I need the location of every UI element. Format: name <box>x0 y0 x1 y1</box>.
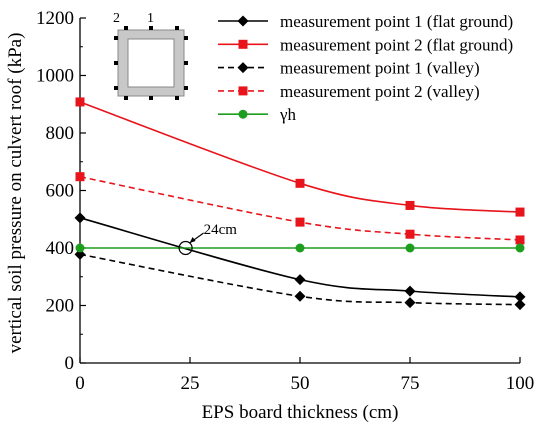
annotations: 24cm <box>178 222 238 256</box>
legend-marker-3 <box>238 86 248 96</box>
series-markers <box>74 97 526 311</box>
y-tick-label: 400 <box>46 238 75 259</box>
x-tick-label: 100 <box>506 373 535 394</box>
y-tick-label: 1000 <box>36 66 74 87</box>
legend-label-4: γh <box>279 105 297 124</box>
annotation-label: 24cm <box>204 222 238 238</box>
data-point-series-0 <box>294 274 306 286</box>
data-point-series-4 <box>295 243 305 253</box>
x-tick-label: 25 <box>181 373 200 394</box>
x-tick-label: 75 <box>401 373 420 394</box>
series-line-3 <box>79 175 521 241</box>
data-point-series-2 <box>404 297 416 309</box>
data-point-series-4 <box>75 243 85 253</box>
legend-marker-2 <box>237 62 249 74</box>
data-point-series-0 <box>404 285 416 297</box>
culvert-inset-diagram: 2 1 <box>113 11 188 100</box>
annotation-open-circle <box>178 240 193 256</box>
legend-label-0: measurement point 1 (flat ground) <box>280 12 513 31</box>
y-axis-label: vertical soil pressure on culvert roof (… <box>5 33 26 354</box>
data-point-series-2 <box>74 248 86 260</box>
data-point-series-0 <box>74 212 86 224</box>
data-point-series-4 <box>515 243 525 253</box>
legend: measurement point 1 (flat ground) measure… <box>218 12 513 124</box>
data-point-series-2 <box>514 299 526 311</box>
series-line-0 <box>79 217 521 298</box>
y-tick-label: 1200 <box>36 8 74 29</box>
y-tick-label: 800 <box>46 123 75 144</box>
data-point-series-3 <box>515 235 525 245</box>
data-point-series-3 <box>295 217 305 227</box>
annotation-arrowhead <box>189 237 196 243</box>
y-tick-label: 600 <box>46 181 75 202</box>
legend-label-1: measurement point 2 (flat ground) <box>280 35 513 54</box>
data-point-series-1 <box>515 207 525 217</box>
series-line-1 <box>79 101 521 213</box>
data-point-series-1 <box>405 200 415 210</box>
inset-label-1: 1 <box>147 11 154 26</box>
legend-label-2: measurement point 1 (valley) <box>280 59 480 78</box>
legend-marker-4 <box>238 109 248 119</box>
data-point-series-3 <box>405 229 415 239</box>
inset-label-2: 2 <box>113 11 120 26</box>
legend-marker-1 <box>238 39 248 49</box>
y-tick-label: 200 <box>46 296 75 317</box>
data-point-series-1 <box>75 97 85 107</box>
data-point-series-1 <box>295 178 305 188</box>
data-point-series-2 <box>294 290 306 302</box>
data-point-series-4 <box>405 243 415 253</box>
x-axis-label: EPS board thickness (cm) <box>202 402 399 423</box>
inset-inner-box <box>127 38 175 88</box>
series-line-2 <box>79 253 521 306</box>
x-tick-label: 50 <box>291 373 310 394</box>
inset-tick-marks <box>114 26 188 100</box>
legend-label-3: measurement point 2 (valley) <box>280 82 480 101</box>
series-lines <box>79 101 521 306</box>
data-point-series-3 <box>75 172 85 182</box>
x-tick-label: 0 <box>75 373 85 394</box>
legend-marker-0 <box>237 15 249 27</box>
data-point-series-0 <box>514 291 526 303</box>
y-tick-label: 0 <box>65 353 75 374</box>
